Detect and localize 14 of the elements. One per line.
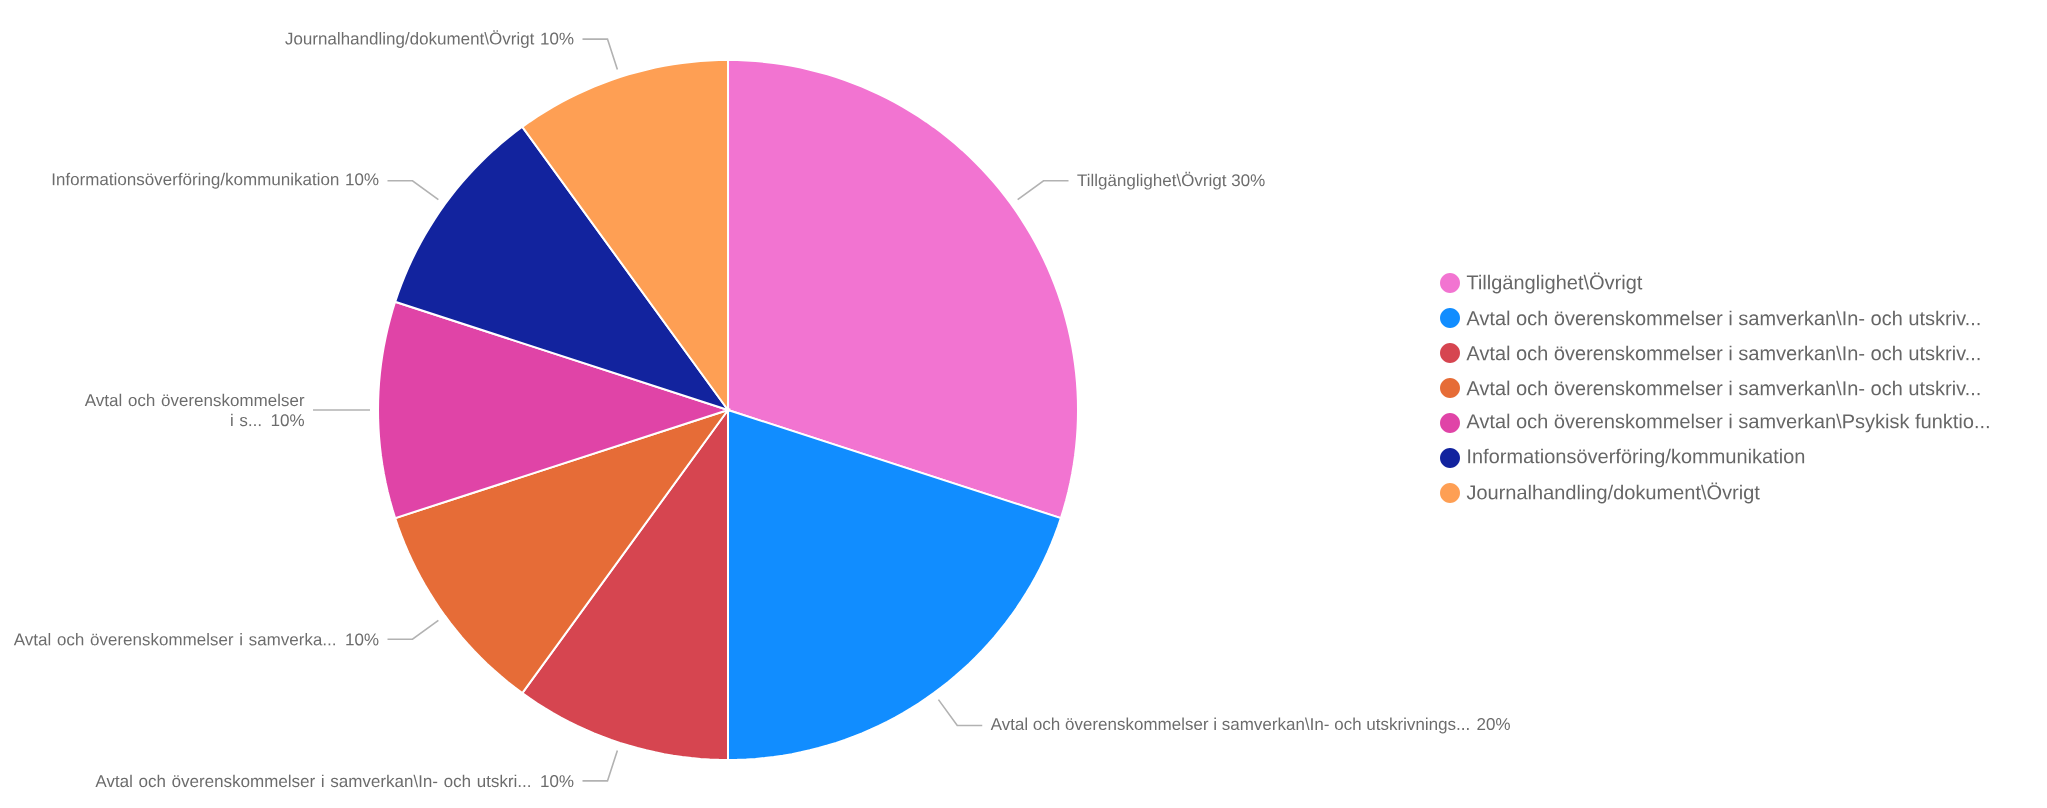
data-label: Avtal och överenskommelser i samverka... 10%: [13, 632, 379, 646]
legend-label: Avtal och överenskommelser i samverkan\Psykisk funktio...: [1466, 413, 1989, 433]
data-label: Avtal och överenskommelser i samverkan\In- och utskri... 10%: [95, 774, 574, 788]
data-label: Avtal och överenskommelser i samverkan\In- och utskrivnings... 20%: [990, 717, 1510, 734]
legend-label: Avtal och överenskommelser i samverkan\In- och utskriv...: [1466, 310, 1980, 326]
legend-label: Journalhandling/dokument\Övrigt: [1466, 482, 1760, 504]
legend-label: Avtal och överenskommelser i samverkan\In- och utskriv...: [1466, 380, 1980, 396]
data-label: Informationsöverföring/kommunikation 10%: [52, 172, 379, 189]
data-label: Tillgänglighet\Övrigt 30%: [1077, 171, 1265, 190]
legend-label: Tillgänglighet\Övrigt: [1466, 272, 1643, 294]
data-label: Avtal och överenskommelser i s... 10%: [84, 393, 305, 427]
data-label: Journalhandling/dokument\Övrigt 10%: [285, 30, 574, 48]
legend-label: Avtal och överenskommelser i samverkan\In- och utskriv...: [1466, 345, 1980, 361]
legend-label: Informationsöverföring/kommunikation: [1468, 448, 1805, 468]
